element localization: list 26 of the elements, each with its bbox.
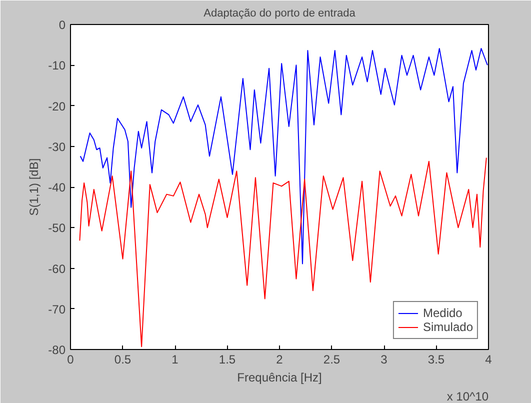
y-tick-label: 0 [58, 18, 66, 32]
x-tick-label: 0.5 [114, 352, 132, 366]
text: x 10^10 [446, 390, 489, 403]
x-tick-label: 1.5 [218, 352, 236, 366]
y-tick-label: -40 [48, 180, 66, 194]
legend-label: Medido [422, 306, 462, 320]
x-tick-label: 3 [380, 352, 388, 366]
x-tick-label: 2.5 [323, 352, 340, 366]
x-axis-title: Frequência [Hz] [237, 370, 322, 384]
y-tick-label: -80 [48, 343, 66, 357]
chart-title: Adaptação do porto de entrada [204, 8, 356, 20]
x-tick-label: 1 [172, 352, 179, 366]
y-tick-label: -20 [48, 99, 66, 114]
line-series [80, 48, 488, 264]
y-tick-label: -30 [48, 140, 66, 154]
y-tick-label: -10 [48, 58, 66, 73]
y-tick-label: -60 [48, 262, 66, 276]
y-tick-label: -70 [48, 302, 66, 316]
x-tick-label: 4 [485, 352, 492, 366]
line-series [79, 157, 487, 348]
legend-label: Simulado [422, 320, 473, 334]
y-axis-title: S(1,1) [dB] [27, 158, 42, 216]
x-tick-label: 2 [276, 352, 284, 366]
x-tick-label: 3.5 [428, 352, 445, 366]
y-tick-label: -50 [48, 221, 66, 236]
x-tick-label: 0 [67, 352, 74, 366]
